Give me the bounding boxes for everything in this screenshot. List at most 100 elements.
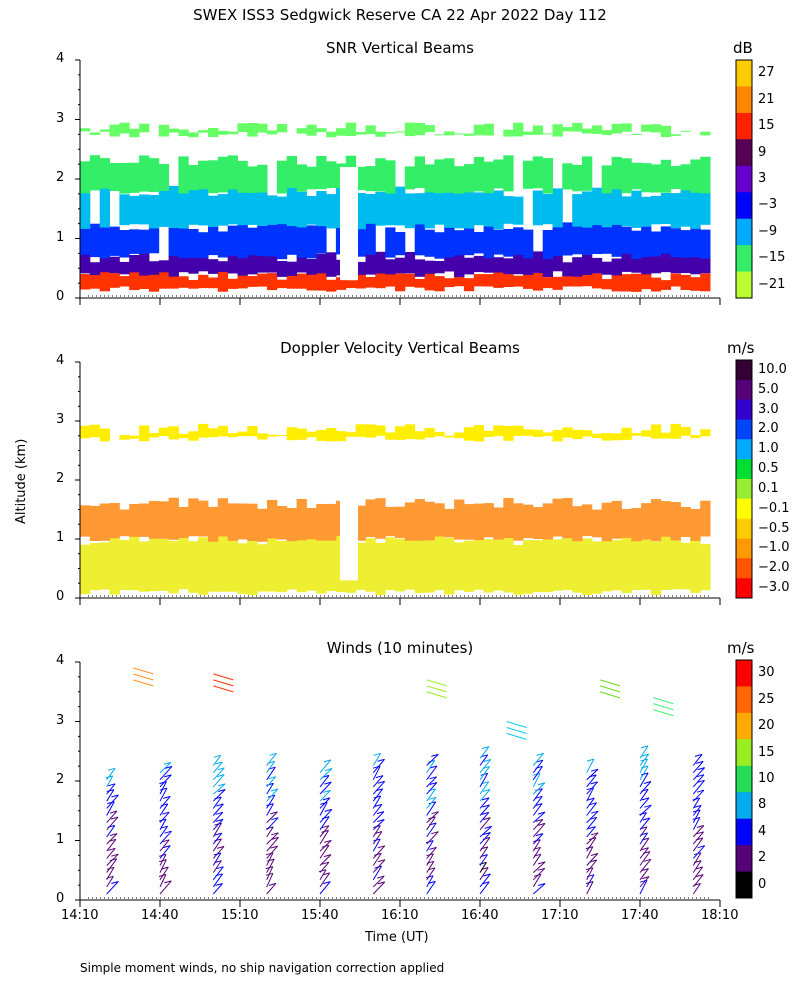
wind-barb bbox=[586, 826, 596, 838]
y-tick-label: 0 bbox=[56, 589, 65, 604]
heatmap-cell bbox=[375, 158, 386, 192]
heatmap-cell bbox=[296, 537, 307, 593]
colorbar-swatch bbox=[736, 538, 752, 559]
wind-barb bbox=[586, 837, 597, 852]
wind-barb bbox=[532, 782, 546, 795]
heatmap-cell bbox=[80, 161, 91, 194]
heatmap-cell bbox=[385, 191, 396, 226]
heatmap-cell bbox=[168, 426, 179, 440]
y-tick-label: 3 bbox=[56, 110, 65, 126]
heatmap-cell bbox=[493, 190, 504, 230]
wind-barb bbox=[212, 811, 224, 823]
wind-barb-flag bbox=[482, 788, 491, 792]
heatmap-cell bbox=[286, 156, 297, 188]
snr-unit-label: dB bbox=[733, 39, 753, 57]
wind-barb bbox=[106, 816, 119, 831]
wind-barb bbox=[319, 768, 333, 781]
heatmap-cell bbox=[621, 274, 632, 292]
heatmap-cell bbox=[267, 256, 278, 273]
heatmap-cell bbox=[168, 541, 179, 594]
wind-barb-flag bbox=[160, 825, 168, 829]
heatmap-cell bbox=[611, 540, 622, 591]
heatmap-cell bbox=[532, 251, 544, 273]
wind-barb bbox=[639, 789, 649, 802]
wind-barb-flag bbox=[696, 774, 705, 778]
x-tick-label: 15:10 bbox=[221, 908, 259, 923]
heatmap-cell bbox=[257, 189, 268, 226]
heatmap-cell bbox=[109, 535, 120, 595]
wind-barb-flag bbox=[644, 804, 652, 808]
wind-barb bbox=[479, 812, 490, 823]
wind-barb-flag bbox=[106, 866, 115, 870]
heatmap-cell bbox=[129, 536, 140, 591]
wind-barb bbox=[586, 816, 598, 831]
wind-barb-flag bbox=[107, 767, 116, 771]
wind-barb-flag bbox=[429, 765, 438, 769]
heatmap-cell bbox=[178, 433, 189, 439]
heatmap-cell bbox=[473, 255, 485, 273]
wind-barb bbox=[159, 830, 172, 845]
wind-barb-flag bbox=[536, 752, 544, 756]
heatmap-cell bbox=[345, 432, 357, 437]
colorbar-frame bbox=[735, 59, 753, 299]
wind-barb bbox=[426, 801, 437, 816]
y-tick-label: 3 bbox=[56, 412, 65, 427]
wind-barb-flag bbox=[271, 817, 279, 821]
heatmap-cell bbox=[296, 428, 307, 440]
heatmap-cell bbox=[404, 166, 416, 190]
wind-barb-flag bbox=[587, 797, 595, 801]
wind-barb bbox=[479, 746, 490, 759]
heatmap-cell bbox=[660, 193, 672, 224]
wind-barb-flag bbox=[641, 797, 650, 801]
wind-barb-flag bbox=[696, 831, 704, 835]
y-tick-label: 1 bbox=[56, 530, 65, 545]
wind-barb bbox=[106, 881, 119, 895]
heatmap-cell bbox=[444, 538, 455, 595]
wind-barb bbox=[372, 788, 384, 802]
heatmap-cell bbox=[99, 186, 110, 228]
wind-barb-flag bbox=[425, 875, 434, 879]
heatmap-cell bbox=[267, 130, 278, 135]
heatmap-cell bbox=[80, 274, 91, 290]
wind-barb bbox=[319, 759, 332, 774]
wind-barb-flag bbox=[109, 833, 118, 837]
heatmap-cell bbox=[621, 534, 632, 593]
colorbar-label: −3 bbox=[758, 197, 778, 213]
heatmap-cell bbox=[670, 423, 681, 439]
wind-barb bbox=[506, 721, 527, 728]
heatmap-cell bbox=[385, 273, 396, 287]
wind-barb bbox=[266, 811, 278, 823]
wind-barb-flag bbox=[643, 781, 652, 784]
heatmap-cell bbox=[690, 255, 701, 275]
heatmap-cell bbox=[80, 544, 91, 595]
heatmap-cell bbox=[99, 542, 110, 590]
heatmap-cell bbox=[355, 193, 366, 230]
wind-barb-flag bbox=[694, 753, 703, 757]
wind-barb bbox=[692, 797, 701, 809]
colorbar-label: 2 bbox=[758, 850, 767, 866]
colorbar-swatch bbox=[736, 218, 752, 246]
heatmap-cell bbox=[434, 534, 445, 591]
heatmap-cell bbox=[148, 268, 160, 292]
wind-barb-flag bbox=[266, 782, 274, 786]
heatmap-cell bbox=[365, 499, 376, 538]
heatmap-cell bbox=[473, 503, 485, 541]
wind-barb bbox=[426, 788, 436, 802]
wind-barb bbox=[426, 691, 447, 699]
wind-barb-flag bbox=[324, 839, 332, 843]
wind-barb-flag bbox=[377, 845, 385, 849]
heatmap-cell bbox=[306, 259, 317, 275]
wind-barb-flag bbox=[642, 817, 650, 821]
wind-barb bbox=[372, 804, 383, 816]
heatmap-cell bbox=[129, 229, 140, 254]
heatmap-cell bbox=[670, 273, 681, 287]
wind-barb bbox=[532, 833, 544, 845]
wind-barb-flag bbox=[538, 861, 546, 865]
plot-frame bbox=[75, 361, 721, 605]
wind-barb bbox=[479, 837, 491, 852]
winds-panel-title: Winds (10 minutes) bbox=[326, 639, 474, 657]
wind-barb-flag bbox=[218, 783, 226, 787]
heatmap-cell bbox=[296, 273, 307, 289]
wind-barb bbox=[479, 797, 490, 809]
wind-barb bbox=[159, 766, 173, 781]
